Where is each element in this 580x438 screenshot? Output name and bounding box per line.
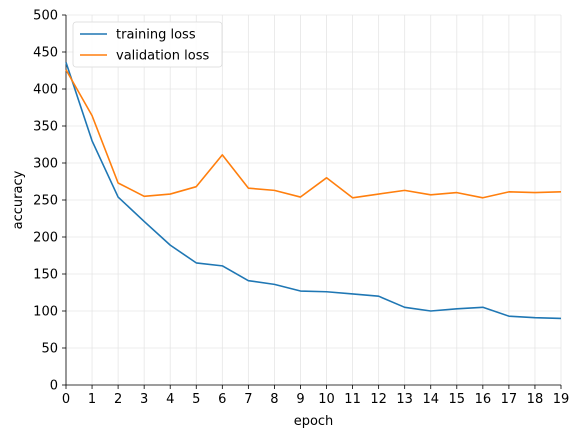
x-tick-label: 1 bbox=[88, 392, 96, 407]
grid bbox=[65, 14, 562, 386]
tick-labels: 0 1 2 3 4 5 6 7 8 9 10 11 12 13 14 15 16 17 18 190501001502… bbox=[33, 9, 569, 408]
series-lines bbox=[65, 62, 562, 320]
y-tick-label: 0 bbox=[50, 379, 58, 394]
y-tick-label: 50 bbox=[41, 342, 58, 357]
y-tick-label: 250 bbox=[33, 194, 58, 209]
legend-label-training-loss: training loss bbox=[116, 28, 196, 43]
y-tick-label: 300 bbox=[33, 157, 58, 172]
legend: training loss validation loss bbox=[72, 21, 223, 68]
x-tick-label: 13 bbox=[396, 392, 413, 407]
x-tick-label: 3 bbox=[140, 392, 148, 407]
x-tick-label: 17 bbox=[501, 392, 518, 407]
y-tick-label: 350 bbox=[33, 120, 58, 135]
x-tick-label: 5 bbox=[192, 392, 200, 407]
axes bbox=[62, 14, 562, 389]
x-tick-label: 9 bbox=[296, 392, 304, 407]
x-tick-label: 14 bbox=[422, 392, 439, 407]
x-axis-label: epoch bbox=[294, 414, 334, 429]
x-tick-label: 2 bbox=[114, 392, 122, 407]
y-tick-label: 100 bbox=[33, 305, 58, 320]
x-tick-label: 16 bbox=[475, 392, 492, 407]
x-tick-label: 18 bbox=[527, 392, 544, 407]
x-tick-label: 15 bbox=[449, 392, 466, 407]
legend-box bbox=[72, 21, 223, 68]
x-tick-label: 6 bbox=[218, 392, 226, 407]
y-tick-label: 500 bbox=[33, 9, 58, 24]
y-tick-label: 400 bbox=[33, 83, 58, 98]
x-tick-label: 0 bbox=[62, 392, 70, 407]
y-tick-label: 450 bbox=[33, 46, 58, 61]
y-axis-label: accuracy bbox=[11, 170, 26, 229]
x-tick-label: 11 bbox=[344, 392, 361, 407]
x-tick-label: 8 bbox=[270, 392, 278, 407]
series-line-training-loss bbox=[65, 62, 562, 320]
y-tick-label: 150 bbox=[33, 268, 58, 283]
y-tick-label: 200 bbox=[33, 231, 58, 246]
x-tick-label: 12 bbox=[370, 392, 387, 407]
x-tick-label: 19 bbox=[553, 392, 570, 407]
x-tick-label: 7 bbox=[244, 392, 252, 407]
x-tick-label: 10 bbox=[318, 392, 335, 407]
x-tick-label: 4 bbox=[166, 392, 174, 407]
series-line-validation-loss bbox=[65, 69, 562, 199]
legend-label-validation-loss: validation loss bbox=[116, 49, 209, 64]
